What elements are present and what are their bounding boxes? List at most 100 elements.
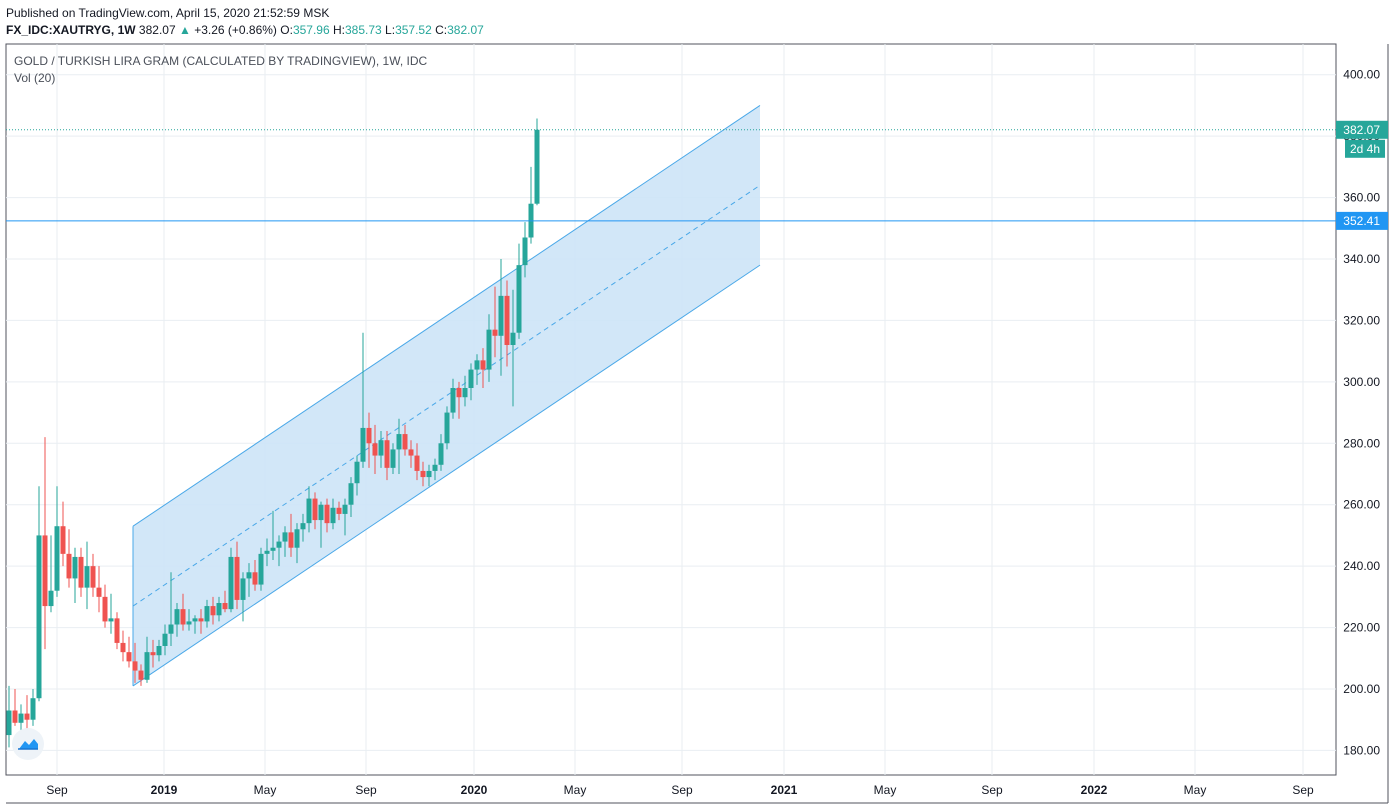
candle-body	[510, 332, 516, 345]
candle-body	[240, 578, 246, 600]
x-tick-label: May	[1184, 783, 1207, 797]
candle	[90, 553, 96, 597]
x-tick-label: 2019	[151, 783, 178, 797]
candle-body	[6, 710, 12, 736]
candle	[156, 639, 162, 662]
x-tick-label: 2022	[1081, 783, 1108, 797]
candle-body	[396, 434, 402, 450]
candle-body	[492, 329, 498, 336]
candle	[150, 639, 156, 668]
candle-body	[264, 550, 270, 554]
x-tick-label: Sep	[1292, 783, 1314, 797]
candle-body	[222, 603, 228, 610]
candle-body	[486, 329, 492, 370]
candle-body	[270, 547, 276, 551]
candle-body	[108, 618, 114, 622]
candle-body	[42, 535, 48, 607]
candle	[516, 243, 522, 339]
candle	[180, 593, 186, 631]
candle-body	[90, 566, 96, 588]
candle	[42, 437, 48, 650]
candle	[72, 547, 78, 603]
change-value: +3.26 (+0.86%)	[194, 23, 277, 37]
candle	[438, 434, 444, 471]
candle	[54, 486, 60, 597]
candle-body	[216, 603, 222, 616]
candle	[450, 378, 456, 419]
candle-body	[48, 590, 54, 607]
channel-lower-line	[132, 264, 761, 687]
candle	[414, 443, 420, 481]
candle	[174, 603, 180, 637]
candle	[462, 375, 468, 407]
candle	[270, 510, 276, 560]
candle-body	[174, 609, 180, 625]
candle	[372, 424, 378, 474]
candle-body	[360, 427, 366, 462]
candle	[300, 513, 306, 542]
candle-body	[96, 587, 102, 597]
open-value: 357.96	[292, 23, 330, 37]
high-label: H:	[333, 23, 345, 37]
candle-body	[480, 360, 486, 370]
candle-body	[438, 443, 444, 465]
candle-body	[522, 237, 528, 266]
candle	[210, 596, 216, 625]
candle-body	[114, 618, 120, 643]
countdown-badge	[1345, 139, 1385, 158]
y-tick-label: 340.00	[1343, 252, 1380, 266]
candle-body	[330, 507, 336, 524]
candle-body	[276, 541, 282, 548]
candle	[186, 609, 192, 631]
candle	[378, 431, 384, 468]
candle-body	[342, 504, 348, 514]
candle-body	[300, 523, 306, 530]
candle-body	[228, 556, 234, 610]
candle	[324, 498, 330, 533]
candle-body	[474, 360, 480, 370]
hline-price-badge	[1336, 211, 1388, 230]
candle	[108, 593, 114, 634]
candle	[432, 458, 438, 481]
candle	[330, 498, 336, 530]
candle	[420, 461, 426, 487]
low-value: 357.52	[395, 23, 432, 37]
x-tick-label: Sep	[981, 783, 1003, 797]
published-line: Published on TradingView.com, April 15, …	[6, 6, 329, 20]
candle	[504, 280, 510, 367]
candle-body	[504, 295, 510, 345]
candle-body	[54, 526, 60, 591]
candle-body	[408, 449, 414, 456]
candle	[276, 535, 282, 567]
candle-body	[36, 535, 42, 699]
candle	[480, 348, 486, 388]
candle	[390, 443, 396, 474]
candle	[288, 513, 294, 557]
hline-price-badge-text: 352.41	[1343, 214, 1380, 228]
candle-body	[366, 427, 372, 444]
candle	[348, 477, 354, 517]
candle-body	[444, 412, 450, 444]
candle	[24, 695, 30, 732]
candle-body	[72, 556, 78, 579]
y-tick-label: 180.00	[1343, 743, 1380, 757]
candle-body	[126, 652, 132, 662]
interval: 1W	[117, 23, 136, 37]
candle-body	[168, 624, 174, 634]
candle	[114, 612, 120, 650]
volume-indicator-label[interactable]: Vol (20)	[14, 71, 56, 85]
candle-body	[18, 713, 24, 723]
candle-body	[348, 483, 354, 505]
x-tick-label: Sep	[671, 783, 693, 797]
candle-body	[66, 553, 72, 579]
candle	[384, 431, 390, 481]
close-label: C:	[435, 23, 448, 37]
last-price: 382.07	[138, 23, 176, 37]
candle-body	[60, 526, 66, 554]
candle	[234, 541, 240, 610]
candle-body	[204, 606, 210, 622]
y-tick-label: 280.00	[1343, 436, 1380, 450]
candle	[228, 547, 234, 613]
tradingview-cloud-icon[interactable]	[12, 728, 44, 760]
